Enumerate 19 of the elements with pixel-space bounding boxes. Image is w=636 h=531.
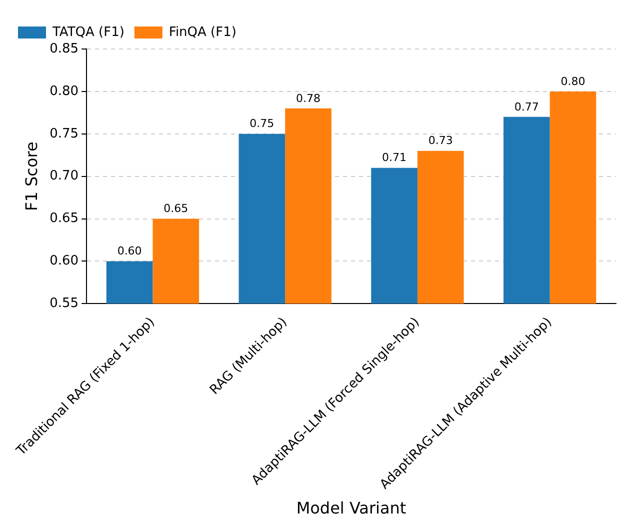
- y-axis-title: F1 Score: [22, 142, 42, 211]
- y-tick-label: 0.70: [50, 168, 79, 184]
- data-label: 0.80: [560, 74, 586, 88]
- data-label: 0.65: [164, 202, 188, 216]
- y-tick-label: 0.85: [50, 41, 79, 56]
- x-axis-title: Model Variant: [296, 498, 406, 518]
- data-label: 0.73: [428, 134, 453, 148]
- y-tick-label: 0.55: [50, 296, 79, 312]
- y-tick-label: 0.80: [50, 84, 79, 99]
- y-tick-label: 0.60: [50, 254, 79, 269]
- y-tick-label: 0.65: [50, 211, 79, 226]
- legend-label: FinQA (F1): [168, 24, 236, 40]
- y-tick-label: 0.75: [50, 126, 79, 142]
- data-label: 0.78: [296, 92, 321, 105]
- legend-label: TATQA (F1): [52, 24, 124, 40]
- data-label: 0.71: [382, 151, 407, 164]
- data-label: 0.75: [250, 117, 274, 130]
- data-label: 0.60: [117, 244, 142, 258]
- data-label: 0.77: [514, 100, 539, 114]
